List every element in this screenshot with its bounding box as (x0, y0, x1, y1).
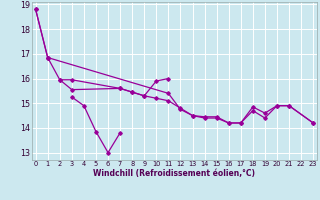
X-axis label: Windchill (Refroidissement éolien,°C): Windchill (Refroidissement éolien,°C) (93, 169, 255, 178)
